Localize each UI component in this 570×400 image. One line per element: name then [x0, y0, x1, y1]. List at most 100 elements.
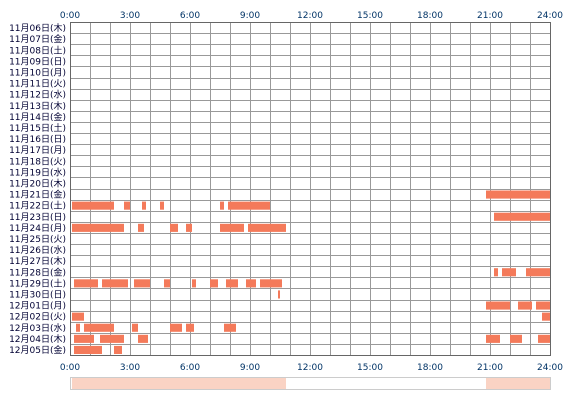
row-labels: 11月06日(木)11月07日(金)11月08日(土)11月09日(日)11月1… [9, 22, 66, 356]
row-label: 11月15日(土) [9, 122, 66, 134]
activity-segment [74, 345, 102, 354]
activity-segment [100, 334, 124, 343]
activity-segment [246, 279, 256, 288]
activity-segment [102, 279, 128, 288]
activity-segment [164, 279, 170, 288]
row-label: 11月28日(金) [9, 266, 66, 278]
x-tick-top: 6:00 [180, 11, 200, 21]
row-label: 11月25日(火) [9, 234, 66, 245]
x-tick-top: 24:00 [537, 11, 563, 21]
activity-segment [170, 223, 178, 232]
activity-segment [260, 279, 282, 288]
row-label: 11月29日(土) [9, 277, 66, 289]
row-label: 11月30日(日) [9, 289, 66, 300]
row-label: 11月12日(水) [9, 89, 66, 101]
activity-segment [536, 301, 550, 310]
x-axis-top-ticks: 0:00 3:00 6:00 9:00 12:00 15:00 18:00 21:00 24:0… [60, 11, 563, 21]
activity-segment [138, 223, 144, 232]
activity-segment [132, 323, 138, 332]
row-label: 12月01日(月) [9, 301, 66, 312]
activity-segment [72, 201, 114, 210]
grid [70, 22, 551, 356]
plot-border [70, 22, 551, 356]
activity-segment [72, 223, 124, 232]
activity-segment [486, 190, 550, 199]
x-tick-top: 15:00 [357, 11, 383, 21]
x-tick-top: 0:00 [60, 11, 80, 21]
x-tick-bottom: 12:00 [297, 363, 323, 373]
activity-segment [186, 223, 192, 232]
activity-segment [114, 345, 122, 354]
summary-strip [70, 377, 551, 390]
row-label: 11月13日(木) [9, 100, 66, 112]
x-tick-top: 21:00 [477, 11, 503, 21]
activity-segment [278, 290, 280, 299]
row-label: 11月08日(土) [9, 44, 66, 56]
row-label: 12月03日(水) [9, 322, 66, 334]
activity-segment [538, 334, 550, 343]
activity-segment [220, 201, 224, 210]
x-tick-bottom: 18:00 [417, 363, 443, 373]
x-tick-top: 12:00 [297, 11, 323, 21]
activity-segment [72, 312, 84, 321]
activity-segment [138, 334, 148, 343]
activity-segment [518, 301, 532, 310]
activity-segment [192, 279, 196, 288]
row-label: 11月14日(金) [9, 111, 66, 123]
row-label: 11月23日(日) [9, 212, 66, 223]
activity-segment [502, 268, 516, 277]
row-label: 12月02日(火) [9, 312, 66, 323]
activity-segment [226, 279, 238, 288]
activity-segment [84, 323, 114, 332]
x-tick-bottom: 0:00 [60, 363, 80, 373]
activity-segment [160, 201, 164, 210]
row-label: 11月24日(月) [9, 223, 66, 234]
summary-segment [486, 378, 550, 389]
activity-segment [74, 334, 94, 343]
activity-segment [220, 223, 244, 232]
x-tick-bottom: 15:00 [357, 363, 383, 373]
activity-segment [486, 334, 500, 343]
activity-segment [134, 279, 150, 288]
row-label: 11月11日(火) [9, 79, 66, 90]
row-label: 11月26日(水) [9, 244, 66, 256]
row-label: 11月27日(木) [9, 255, 66, 267]
row-label: 11月07日(金) [9, 33, 66, 45]
x-tick-bottom: 24:00 [537, 363, 563, 373]
activity-segment [210, 279, 218, 288]
x-tick-top: 3:00 [120, 11, 140, 21]
activity-segment [142, 201, 146, 210]
row-label: 11月19日(水) [9, 166, 66, 178]
row-label: 11月09日(日) [9, 56, 66, 67]
x-tick-top: 18:00 [417, 11, 443, 21]
row-label: 11月18日(火) [9, 156, 66, 167]
activity-segment [510, 334, 522, 343]
activity-segment [526, 268, 550, 277]
row-label: 12月04日(木) [9, 333, 66, 345]
activity-segment [76, 323, 80, 332]
activity-segment [74, 279, 98, 288]
row-label: 12月05日(金) [9, 344, 66, 356]
activity-segment [124, 201, 130, 210]
x-tick-bottom: 21:00 [477, 363, 503, 373]
activity-segment [542, 312, 550, 321]
summary-segment [72, 378, 286, 389]
x-tick-top: 9:00 [240, 11, 260, 21]
row-label: 11月20日(木) [9, 177, 66, 189]
activity-segment [186, 323, 194, 332]
x-axis-bottom-ticks: 0:00 3:00 6:00 9:00 12:00 15:00 18:00 21:00 24:0… [60, 363, 563, 373]
activity-segment [224, 323, 236, 332]
activity-segment [486, 301, 510, 310]
x-tick-bottom: 6:00 [180, 363, 200, 373]
activity-segment [248, 223, 286, 232]
row-label: 11月06日(木) [9, 22, 66, 34]
row-label: 11月10日(月) [9, 67, 66, 78]
activity-segment [228, 201, 270, 210]
row-label: 11月17日(月) [9, 145, 66, 156]
activity-segment [494, 268, 498, 277]
activity-segment [494, 212, 550, 221]
row-label: 11月16日(日) [9, 134, 66, 145]
row-label: 11月21日(金) [9, 189, 66, 201]
x-tick-bottom: 3:00 [120, 363, 140, 373]
